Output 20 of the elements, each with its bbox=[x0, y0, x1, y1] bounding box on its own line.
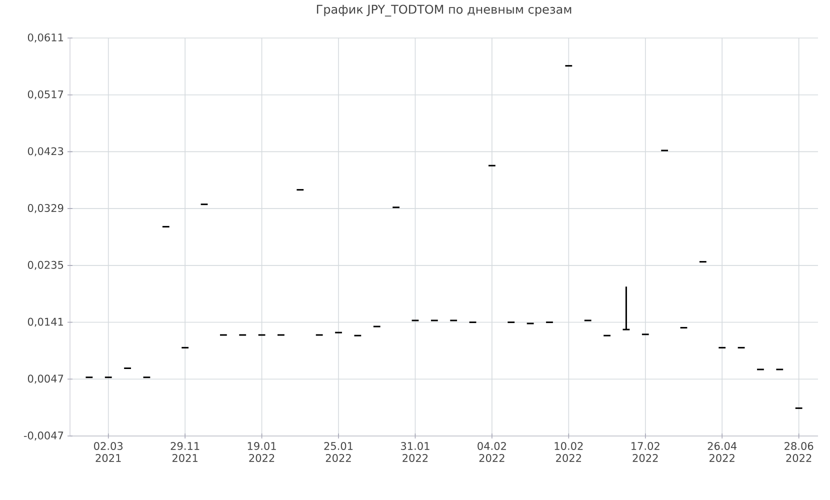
x-tick-label: 02.03 2021 bbox=[94, 442, 123, 462]
x-tick-label: 04.02 2022 bbox=[478, 442, 506, 462]
x-tick-label: 10.02 2022 bbox=[554, 442, 583, 462]
x-tick-label: 17.02 2022 bbox=[632, 442, 660, 462]
y-tick-label: 0,0611 bbox=[28, 33, 64, 42]
y-tick-label: 0,0423 bbox=[28, 147, 64, 156]
chart-title: График JPY_TODTOM по дневным срезам bbox=[316, 4, 572, 16]
y-tick-label: 0,0517 bbox=[28, 90, 64, 100]
candlestick bbox=[622, 286, 630, 330]
y-tick-label: 0,0235 bbox=[28, 260, 64, 270]
x-tick-label: 25.01 2022 bbox=[324, 442, 353, 462]
x-tick-label: 28.06 2022 bbox=[784, 442, 814, 462]
x-tick-label: 26.04 2022 bbox=[708, 442, 737, 462]
y-tick-label: 0,0141 bbox=[28, 318, 64, 327]
x-tick-label: 31.01 2022 bbox=[401, 442, 430, 462]
y-tick-label: -0,0047 bbox=[24, 431, 64, 441]
y-tick-label: 0,0047 bbox=[28, 374, 64, 384]
x-tick-label: 19.01 2022 bbox=[248, 442, 276, 462]
x-tick-label: 29.11 2021 bbox=[170, 442, 200, 462]
y-tick-label: 0,0329 bbox=[28, 204, 64, 214]
